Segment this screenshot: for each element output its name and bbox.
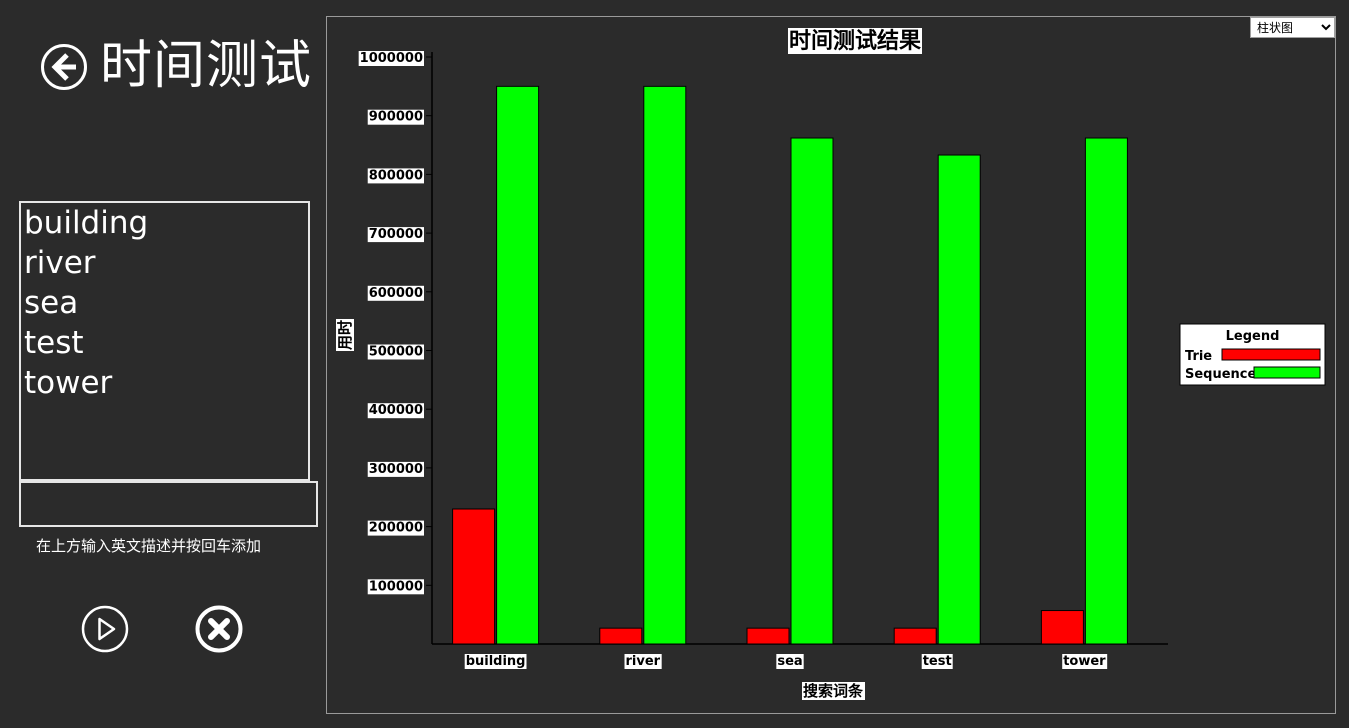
y-tick-label-bg	[367, 227, 424, 243]
y-axis-label: 用时	[336, 320, 354, 350]
y-tick-label-bg	[358, 51, 424, 66]
x-axis-label-bg	[801, 682, 865, 700]
legend-label-trie: Trie	[1185, 349, 1212, 364]
bar-sequence-building[interactable]	[496, 85, 540, 645]
y-tick-label: 100000	[369, 579, 423, 594]
y-tick-label-bg	[367, 520, 424, 536]
y-tick-label-bg	[367, 579, 424, 595]
x-tick-label: sea	[777, 654, 802, 669]
play-circle-icon	[81, 605, 129, 653]
back-button[interactable]	[40, 43, 88, 91]
y-tick-label: 900000	[369, 110, 423, 125]
legend-swatch-sequence	[1253, 366, 1321, 379]
y-tick-label: 500000	[369, 345, 423, 360]
arrow-left-circle-icon	[41, 44, 87, 90]
legend-label-sequence: Sequence	[1185, 367, 1257, 382]
word-input[interactable]	[19, 481, 318, 527]
x-tick-label-bg	[624, 654, 662, 669]
y-tick-label: 600000	[369, 286, 423, 301]
word-list-item[interactable]: river	[24, 245, 96, 281]
x-tick-label: test	[923, 654, 952, 669]
close-circle-icon	[195, 605, 243, 653]
x-tick-label-bg	[921, 654, 953, 669]
y-tick-label: 200000	[369, 521, 423, 536]
word-list-item[interactable]: building	[24, 205, 149, 241]
x-tick-label: river	[626, 654, 661, 669]
y-tick-label: 400000	[369, 403, 423, 418]
y-tick-label-bg	[367, 461, 424, 477]
x-tick-label: tower	[1063, 654, 1106, 669]
chart-title: 时间测试结果	[789, 28, 921, 54]
bar-trie-test[interactable]	[893, 627, 937, 645]
x-tick-label-bg	[1062, 654, 1108, 669]
bar-trie-sea[interactable]	[746, 627, 790, 645]
y-tick-label: 1000000	[360, 51, 423, 66]
y-tick-label-bg	[367, 403, 424, 419]
y-tick-label-bg	[367, 109, 424, 125]
y-tick-label: 800000	[369, 168, 423, 183]
bar-trie-river[interactable]	[599, 627, 643, 645]
x-tick-label: building	[466, 654, 526, 669]
y-tick-label-bg	[367, 168, 424, 184]
search-word-list[interactable]: building river sea test tower	[19, 201, 310, 481]
y-axis-label-group: 用时	[336, 318, 354, 352]
clear-button[interactable]	[195, 605, 243, 653]
word-list-item[interactable]: test	[24, 325, 84, 361]
bar-sequence-tower[interactable]	[1084, 137, 1128, 645]
bar-trie-building[interactable]	[452, 508, 496, 645]
bar-sequence-sea[interactable]	[790, 137, 834, 645]
input-hint: 在上方输入英文描述并按回车添加	[36, 537, 262, 555]
bar-sequence-test[interactable]	[937, 154, 981, 645]
word-list-item[interactable]: tower	[24, 365, 113, 401]
page-title: 时间测试	[100, 36, 313, 96]
x-tick-label-bg	[464, 654, 527, 669]
y-tick-label: 700000	[369, 227, 423, 242]
legend-title: Legend	[1226, 329, 1280, 344]
play-button[interactable]	[81, 605, 129, 653]
y-tick-label-bg	[367, 344, 424, 360]
x-axis-label: 搜索词条	[803, 682, 864, 700]
y-tick-label-bg	[367, 285, 424, 301]
bar-trie-tower[interactable]	[1040, 610, 1084, 645]
bar-sequence-river[interactable]	[643, 85, 687, 645]
word-list-item[interactable]: sea	[24, 285, 79, 321]
chart-title-bg	[787, 28, 923, 54]
y-tick-label: 300000	[369, 462, 423, 477]
y-axis-label-bg	[336, 318, 354, 352]
x-tick-label-bg	[776, 654, 804, 669]
chart-type-select[interactable]: 柱状图	[1250, 17, 1335, 38]
legend-swatch-trie	[1221, 348, 1321, 361]
